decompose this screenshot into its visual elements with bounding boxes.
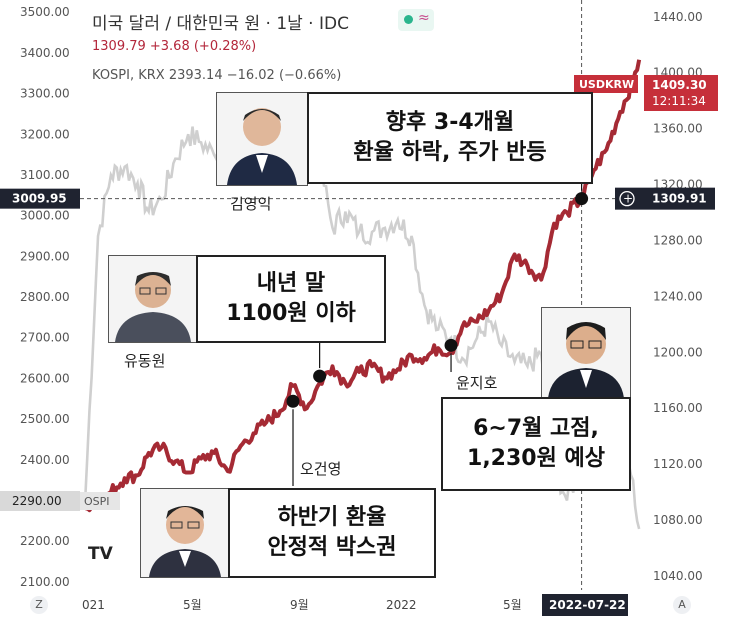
left-tick-label: 2200.00 (20, 534, 70, 548)
kospi-axis-tag-text: 2290.00 (12, 494, 62, 508)
name-yoon: 윤지호 (456, 374, 498, 392)
right-tick-label: 1280.00 (653, 233, 703, 247)
right-tick-label: 1440.00 (653, 10, 703, 24)
x-tick-label: 2022 (386, 598, 417, 612)
callout-yoon-line2: 1,230원 예상 (467, 446, 605, 471)
price-tags: 3009.95 +1309.91 2022-07-22 USDKRW 1409.30 12… (0, 75, 718, 616)
kospi-series-tag-text: OSPI (84, 495, 110, 508)
kospi-axis-tag-bg (0, 491, 80, 511)
callout-yoo-line1: 내년 말 (256, 271, 326, 297)
person-yoo-icon (115, 272, 191, 342)
left-tick-label: 2800.00 (20, 290, 70, 304)
x-tick-label: 9월 (290, 598, 309, 612)
name-oh: 오건영 (300, 460, 342, 478)
photo-yoon (541, 307, 631, 399)
left-tick-label: 3400.00 (20, 46, 70, 60)
left-tick-label: 2500.00 (20, 412, 70, 426)
left-tick-label: 2700.00 (20, 331, 70, 345)
right-crosshair-tag-text: 1309.91 (652, 192, 707, 206)
callout-kim-line2: 환율 하락, 주가 반등 (353, 140, 547, 165)
live-dot-icon (404, 15, 413, 24)
callout-yoon-line1: 6~7월 고점, (473, 416, 599, 442)
left-tick-label: 2600.00 (20, 371, 70, 385)
left-tick-label: 2100.00 (20, 575, 70, 589)
x-tick-label: 5월 (503, 598, 522, 612)
right-tick-label: 1240.00 (653, 289, 703, 303)
marker-layer (286, 192, 589, 408)
right-tick-label: 1360.00 (653, 122, 703, 136)
marker-point-1 (313, 369, 327, 383)
name-kim: 김영익 (230, 195, 272, 213)
callout-kim-line1: 향후 3-4개월 (385, 110, 515, 136)
marker-point-2 (444, 338, 458, 352)
left-tick-label: 3200.00 (20, 127, 70, 141)
callout-oh-line2: 안정적 박스권 (267, 535, 397, 560)
right-tick-label: 1080.00 (653, 513, 703, 527)
kospi-info: KOSPI, KRX 2393.14 −16.02 (−0.66%) (92, 68, 342, 83)
right-tick-label: 1160.00 (653, 401, 703, 415)
left-tick-label: 2900.00 (20, 249, 70, 263)
right-tick-label: 1040.00 (653, 569, 703, 583)
marker-point-0 (286, 394, 300, 408)
chart-title: 미국 달러 / 대한민국 원 · 1날 · IDC (92, 14, 349, 34)
callout-yoo-line2: 1100원 이하 (226, 301, 356, 326)
photo-kim (216, 92, 308, 186)
photo-yoo (108, 255, 198, 343)
usdkrw-series-layer (84, 59, 642, 513)
plus-glyph: + (623, 192, 633, 206)
left-tick-label: 3000.00 (20, 209, 70, 223)
symbol-tag-bg (574, 75, 638, 93)
x-tick-label: 5월 (183, 598, 202, 612)
left-tick-label: 2400.00 (20, 453, 70, 467)
date-tag-text: 2022-07-22 (549, 598, 626, 612)
last-price-time: 12:11:34 (652, 94, 706, 108)
symbol-tag-text: USDKRW (579, 78, 634, 91)
person-yoon-icon (548, 322, 624, 398)
zoom-button[interactable]: Z (30, 596, 48, 614)
price-change: 1309.79 +3.68 (+0.28%) (92, 39, 257, 54)
name-yoo: 유동원 (124, 352, 166, 370)
left-tick-label: 3100.00 (20, 168, 70, 182)
right-tick-label: 1120.00 (653, 457, 703, 471)
usdkrw-line (84, 59, 642, 513)
callout-oh-line1: 하반기 환율 (277, 505, 387, 531)
date-tag-bg (542, 594, 628, 616)
last-price-tag-bg (644, 75, 718, 111)
person-oh-icon (149, 506, 221, 577)
status-pill[interactable]: ≈ (398, 9, 434, 31)
right-crosshair-tag-bg (615, 187, 715, 210)
kospi-series-tag-bg (80, 492, 120, 510)
tradingview-logo: TV (88, 544, 113, 564)
person-kim-icon (227, 108, 297, 185)
approx-icon: ≈ (418, 10, 430, 26)
auto-scale-button[interactable]: A (673, 596, 691, 614)
left-tick-label: 3300.00 (20, 87, 70, 101)
photo-oh (140, 488, 230, 578)
callout-yoon: 6~7월 고점, 1,230원 예상 (441, 397, 631, 491)
last-price-value: 1409.30 (652, 78, 707, 92)
left-tick-label: 3500.00 (20, 5, 70, 19)
marker-point-3 (575, 192, 589, 206)
x-axis: 021 5월 9월 2022 5월 (82, 598, 522, 612)
connector-layer (292, 182, 583, 486)
right-tick-label: 1200.00 (653, 345, 703, 359)
add-alert-icon (619, 191, 635, 207)
left-crosshair-tag-bg (0, 188, 80, 209)
left-crosshair-tag-text: 3009.95 (12, 192, 67, 206)
callout-yoo: 내년 말 1100원 이하 (196, 255, 386, 343)
x-tick-label: 021 (82, 598, 105, 612)
